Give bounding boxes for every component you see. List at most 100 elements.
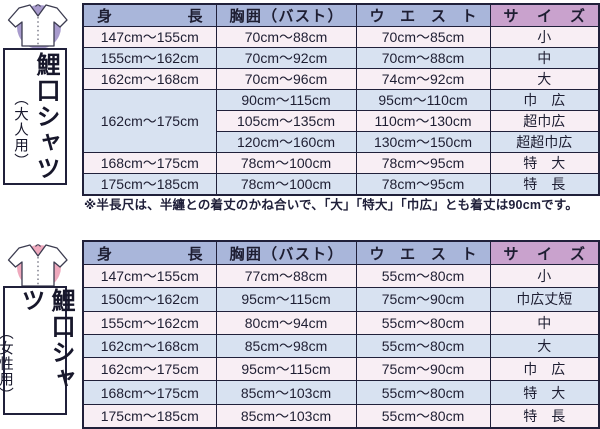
- size-cell: 超超巾広: [489, 131, 600, 153]
- table-row: 175cm～185cm 85cm～103cm 55cm～80cm 特 長: [82, 403, 600, 429]
- size-cell: 大: [489, 68, 600, 90]
- shirt-body: [7, 4, 68, 47]
- adult-label-subtitle: （大人用）: [12, 90, 28, 169]
- bust-cell: 85cm～98cm: [215, 333, 357, 359]
- waist-cell: 70cm～88cm: [355, 47, 491, 69]
- height-cell: 162cm～168cm: [82, 68, 217, 90]
- size-cell: 小: [489, 26, 600, 48]
- size-cell: 中: [489, 47, 600, 69]
- waist-cell: 55cm～80cm: [355, 333, 491, 359]
- koikuchi-shirt-icon: [7, 244, 68, 289]
- table-row: 155cm～162cm 80cm～94cm 55cm～80cm 中: [82, 310, 600, 335]
- height-cell: 168cm～175cm: [82, 152, 217, 174]
- col-header-height: 身長: [82, 240, 217, 265]
- waist-cell: 130cm～150cm: [355, 131, 491, 153]
- waist-cell: 55cm～80cm: [355, 263, 491, 289]
- waist-cell: 110cm～130cm: [355, 110, 491, 132]
- height-cell: 147cm～155cm: [82, 263, 217, 289]
- shirt-collar-tie: [35, 4, 41, 7]
- height-cell: 175cm～185cm: [82, 403, 217, 429]
- size-cell: 巾広丈短: [489, 287, 600, 312]
- table-row: 162cm～175cm 95cm～115cm 75cm～90cm 巾 広: [82, 357, 600, 382]
- bust-cell: 95cm～115cm: [215, 357, 357, 382]
- table-row: 162cm～168cm 70cm～96cm 74cm～92cm 大: [82, 68, 600, 90]
- adult-shirt-badge: [6, 1, 68, 60]
- waist-cell: 55cm～80cm: [355, 310, 491, 335]
- table-row: 162cm～175cm 90cm～115cm 95cm～110cm 巾 広: [82, 89, 600, 153]
- size-cell: 超巾広: [489, 110, 600, 132]
- shirt-body: [7, 244, 68, 287]
- bust-cell: 95cm～115cm: [215, 287, 357, 312]
- bust-cell: 85cm～103cm: [215, 403, 357, 429]
- waist-cell: 55cm～80cm: [355, 403, 491, 429]
- waist-cell: 75cm～90cm: [355, 357, 491, 382]
- col-header-bust: 胸囲（バスト）: [215, 240, 357, 265]
- col-header-waist: ウエスト: [355, 240, 491, 265]
- waist-cell: 95cm～110cm: [355, 89, 491, 111]
- table-row: 150cm～162cm 95cm～115cm 75cm～90cm 巾広丈短: [82, 287, 600, 312]
- table-row: 147cm～155cm 77cm～88cm 55cm～80cm 小: [82, 263, 600, 289]
- waist-cell: 74cm～92cm: [355, 68, 491, 90]
- bust-cell: 105cm～135cm: [215, 110, 357, 132]
- women-size-table: 身長 胸囲（バスト） ウエスト サイズ 147cm～155cm 77cm～88c…: [82, 240, 600, 429]
- bust-cell: 70cm～96cm: [215, 68, 357, 90]
- size-cell: 中: [489, 310, 600, 335]
- koikuchi-shirt-icon: [7, 4, 68, 49]
- bust-cell: 80cm～94cm: [215, 310, 357, 335]
- height-cell-merged: 162cm～175cm: [82, 89, 217, 153]
- size-cell: 特 長: [489, 173, 600, 196]
- table-row: 162cm～168cm 85cm～98cm 55cm～80cm 大: [82, 333, 600, 359]
- bust-cell: 77cm～88cm: [215, 263, 357, 289]
- bust-cell: 78cm～100cm: [215, 152, 357, 174]
- height-cell: 150cm～162cm: [82, 287, 217, 312]
- size-cell: 大: [489, 333, 600, 359]
- adult-label-title: 鯉口シャツ: [32, 51, 59, 182]
- bust-cell: 120cm～160cm: [215, 131, 357, 153]
- col-header-size: サイズ: [489, 240, 600, 265]
- women-label-title: 鯉口シャツ: [17, 288, 74, 392]
- table-row: 168cm～175cm 78cm～100cm 78cm～95cm 特 大: [82, 152, 600, 174]
- size-cell: 巾 広: [489, 89, 600, 111]
- adult-header-row: 身長 胸囲（バスト） ウエスト サイズ: [82, 3, 600, 27]
- women-shirt-badge: [6, 241, 68, 300]
- size-cell: 小: [489, 263, 600, 289]
- col-header-size: サイズ: [489, 3, 600, 27]
- col-header-bust: 胸囲（バスト）: [215, 3, 357, 27]
- table-row: 155cm～162cm 70cm～92cm 70cm～88cm 中: [82, 47, 600, 69]
- height-cell: 162cm～168cm: [82, 333, 217, 359]
- size-cell: 特 長: [489, 403, 600, 429]
- table-row: 120cm～160cm 130cm～150cm 超超巾広: [83, 131, 600, 153]
- bust-cell: 78cm～100cm: [215, 173, 357, 196]
- col-header-waist: ウエスト: [355, 3, 491, 27]
- height-cell: 162cm～175cm: [82, 357, 217, 382]
- women-header-row: 身長 胸囲（バスト） ウエスト サイズ: [82, 240, 600, 265]
- waist-cell: 70cm～85cm: [355, 26, 491, 48]
- height-cell: 155cm～162cm: [82, 47, 217, 69]
- waist-cell: 75cm～90cm: [355, 287, 491, 312]
- shirt-collar-tie: [35, 244, 41, 247]
- table-row: 168cm～175cm 85cm～103cm 55cm～80cm 特 大: [82, 380, 600, 405]
- table-row: 175cm～185cm 78cm～100cm 78cm～95cm 特 長: [82, 173, 600, 196]
- table-row: 105cm～135cm 110cm～130cm 超巾広: [83, 110, 600, 132]
- waist-cell: 78cm～95cm: [355, 173, 491, 196]
- col-header-height: 身長: [82, 3, 217, 27]
- size-cell: 特 大: [489, 380, 600, 405]
- height-cell: 155cm～162cm: [82, 310, 217, 335]
- height-cell: 168cm～175cm: [82, 380, 217, 405]
- height-cell: 175cm～185cm: [82, 173, 217, 196]
- adult-section-label: 鯉口シャツ （大人用）: [3, 48, 67, 185]
- waist-cell: 55cm～80cm: [355, 380, 491, 405]
- women-section-label: 鯉口シャツ （女性用）: [0, 286, 74, 415]
- size-cell: 特 大: [489, 152, 600, 174]
- waist-cell: 78cm～95cm: [355, 152, 491, 174]
- bust-cell: 85cm～103cm: [215, 380, 357, 405]
- sizing-footnote: ※半長尺は、半纏との着丈のかね合いで、「大」「特大」「巾広」とも着丈は90cmで…: [84, 198, 579, 212]
- size-cell: 巾 広: [489, 357, 600, 382]
- bust-cell: 70cm～92cm: [215, 47, 357, 69]
- adult-size-table: 身長 胸囲（バスト） ウエスト サイズ 147cm～155cm 70cm～88c…: [82, 3, 600, 196]
- women-label-subtitle: （女性用）: [0, 324, 13, 403]
- bust-cell: 90cm～115cm: [215, 89, 357, 111]
- height-cell: 147cm～155cm: [82, 26, 217, 48]
- bust-cell: 70cm～88cm: [215, 26, 357, 48]
- table-row: 147cm～155cm 70cm～88cm 70cm～85cm 小: [82, 26, 600, 48]
